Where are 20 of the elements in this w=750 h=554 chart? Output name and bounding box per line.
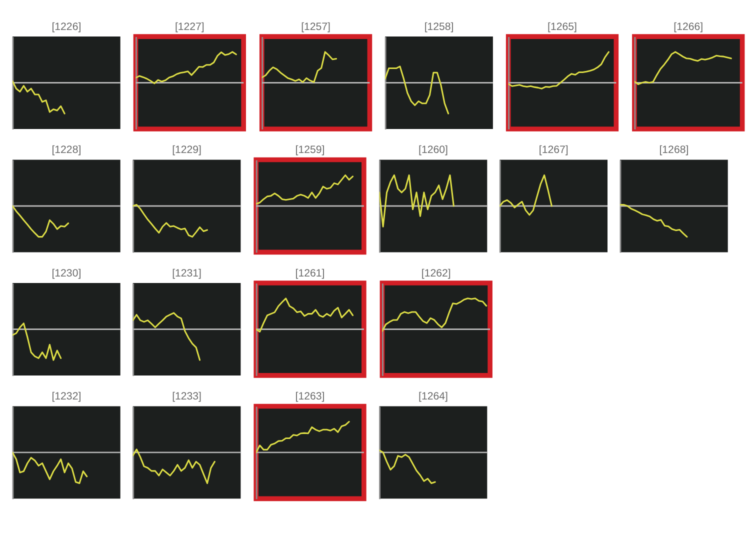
chart-title: [1227] <box>174 20 204 33</box>
chart-title: [1233] <box>172 390 202 403</box>
chart-title: [1229] <box>172 144 202 156</box>
chart-title: [1267] <box>538 144 568 156</box>
chart-title: [1257] <box>301 20 331 33</box>
chart-title: [1268] <box>659 144 689 156</box>
chart-title: [1263] <box>295 390 325 403</box>
chart-title: [1231] <box>172 267 202 280</box>
chart-title: [1266] <box>674 20 704 33</box>
chart-title: [1226] <box>52 20 82 33</box>
chart-title: [1265] <box>548 20 578 33</box>
chart-title: [1258] <box>424 20 454 33</box>
chart-title: [1260] <box>418 144 448 156</box>
chart-title: [1259] <box>295 144 325 156</box>
chart-title: [1261] <box>295 267 325 280</box>
chart-title: [1262] <box>421 267 451 280</box>
chart-title: [1230] <box>52 267 82 280</box>
chart-title: [1264] <box>418 390 448 403</box>
chart-title: [1232] <box>52 390 82 403</box>
chart-title: [1228] <box>52 144 82 156</box>
